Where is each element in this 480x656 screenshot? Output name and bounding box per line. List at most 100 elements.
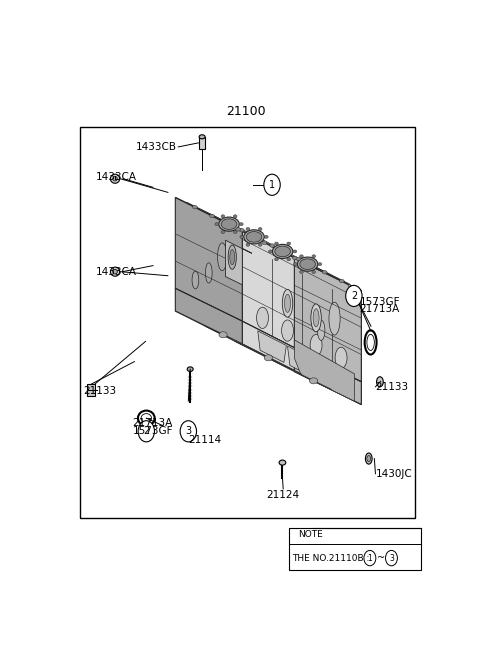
Ellipse shape <box>317 320 325 340</box>
Ellipse shape <box>192 205 197 209</box>
Polygon shape <box>175 311 361 405</box>
Ellipse shape <box>192 271 199 289</box>
Text: 21124: 21124 <box>266 491 300 501</box>
Text: 3: 3 <box>185 426 192 436</box>
Ellipse shape <box>293 250 297 253</box>
Text: 1430JC: 1430JC <box>375 469 412 479</box>
Text: NOTE: NOTE <box>298 530 323 539</box>
Ellipse shape <box>279 460 286 465</box>
Ellipse shape <box>300 255 303 258</box>
Polygon shape <box>175 289 242 344</box>
Ellipse shape <box>385 550 397 565</box>
Text: 1433CA: 1433CA <box>96 267 136 277</box>
Ellipse shape <box>322 270 327 274</box>
Text: 2: 2 <box>143 426 149 436</box>
Text: THE NO.21110B :: THE NO.21110B : <box>292 554 370 563</box>
Text: 21100: 21100 <box>226 105 266 118</box>
Ellipse shape <box>257 307 268 329</box>
Ellipse shape <box>293 262 297 266</box>
Text: 1: 1 <box>269 180 275 190</box>
Ellipse shape <box>272 244 293 258</box>
Bar <box>81 127 415 518</box>
Ellipse shape <box>300 270 303 274</box>
Ellipse shape <box>113 270 117 274</box>
Ellipse shape <box>264 236 268 238</box>
Polygon shape <box>258 331 287 362</box>
Ellipse shape <box>205 263 212 283</box>
Polygon shape <box>294 258 361 382</box>
Ellipse shape <box>270 244 275 247</box>
Ellipse shape <box>367 335 374 350</box>
Bar <box>87 384 95 396</box>
Ellipse shape <box>312 270 316 274</box>
Ellipse shape <box>240 222 243 226</box>
Ellipse shape <box>264 174 280 195</box>
Ellipse shape <box>217 243 227 271</box>
Ellipse shape <box>219 217 239 231</box>
Ellipse shape <box>318 262 322 266</box>
Ellipse shape <box>221 219 237 230</box>
Polygon shape <box>294 349 361 405</box>
Ellipse shape <box>275 242 278 245</box>
Ellipse shape <box>187 367 193 371</box>
Polygon shape <box>175 197 361 291</box>
Polygon shape <box>347 283 361 304</box>
Ellipse shape <box>199 134 205 139</box>
Ellipse shape <box>298 257 318 271</box>
Bar <box>289 528 421 569</box>
Text: 1433CB: 1433CB <box>136 142 177 152</box>
Polygon shape <box>288 346 316 378</box>
Bar <box>199 137 205 149</box>
Ellipse shape <box>310 335 322 356</box>
Ellipse shape <box>210 215 215 218</box>
Ellipse shape <box>292 256 297 260</box>
Ellipse shape <box>221 230 225 234</box>
Polygon shape <box>186 202 350 284</box>
Ellipse shape <box>365 453 372 464</box>
Ellipse shape <box>233 230 237 234</box>
Ellipse shape <box>233 215 237 218</box>
Ellipse shape <box>285 294 290 312</box>
Ellipse shape <box>110 267 120 276</box>
Text: 2: 2 <box>351 291 357 301</box>
Ellipse shape <box>329 302 340 335</box>
Ellipse shape <box>377 377 383 387</box>
Ellipse shape <box>230 249 235 265</box>
Ellipse shape <box>310 378 318 384</box>
Ellipse shape <box>219 332 227 338</box>
Ellipse shape <box>346 285 362 306</box>
Ellipse shape <box>300 259 315 270</box>
Ellipse shape <box>246 243 250 246</box>
Polygon shape <box>175 197 242 321</box>
Ellipse shape <box>264 355 273 361</box>
Ellipse shape <box>180 420 196 442</box>
Polygon shape <box>317 361 346 393</box>
Text: 1573GF: 1573GF <box>132 426 173 436</box>
Ellipse shape <box>262 241 267 245</box>
Ellipse shape <box>282 320 293 341</box>
Ellipse shape <box>282 289 293 318</box>
Ellipse shape <box>244 230 264 244</box>
Ellipse shape <box>312 255 316 258</box>
Ellipse shape <box>268 250 272 253</box>
Ellipse shape <box>296 257 301 260</box>
Text: 21713A: 21713A <box>360 304 400 314</box>
Ellipse shape <box>240 228 244 232</box>
Text: 21114: 21114 <box>188 435 221 445</box>
Ellipse shape <box>215 222 218 226</box>
Ellipse shape <box>221 215 225 218</box>
Ellipse shape <box>339 279 344 283</box>
Text: 21133: 21133 <box>83 386 116 396</box>
Text: 21713A: 21713A <box>132 419 173 428</box>
Ellipse shape <box>275 258 278 261</box>
Ellipse shape <box>335 347 347 369</box>
Ellipse shape <box>246 228 250 230</box>
Ellipse shape <box>258 243 262 246</box>
Ellipse shape <box>367 455 371 462</box>
Ellipse shape <box>364 550 376 565</box>
Ellipse shape <box>141 414 152 422</box>
Ellipse shape <box>228 245 236 269</box>
Polygon shape <box>242 230 361 382</box>
Text: 1: 1 <box>368 554 372 563</box>
Ellipse shape <box>311 304 321 332</box>
